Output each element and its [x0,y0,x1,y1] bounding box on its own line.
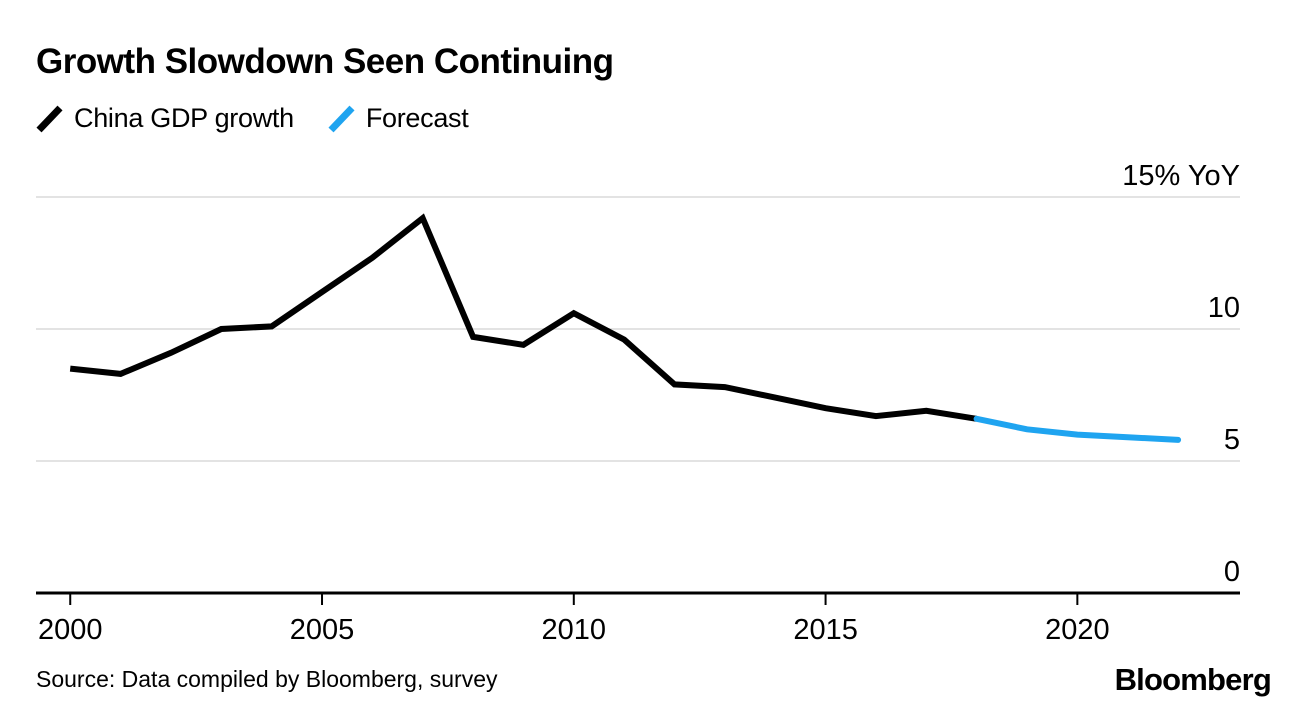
x-tick-label: 2015 [793,614,858,646]
legend-item-forecast: Forecast [328,103,469,134]
actual-line [69,213,978,422]
chart-title: Growth Slowdown Seen Continuing [36,42,614,81]
x-tick-label: 2005 [290,614,355,646]
y-tick-label: 10 [1208,292,1240,324]
swatch-stroke [36,105,63,132]
actual-line-swatch-icon [36,105,63,132]
bloomberg-logo: Bloomberg [1114,662,1272,697]
legend: China GDP growth Forecast [36,103,469,134]
legend-label-forecast: Forecast [365,103,469,133]
x-tick-label: 2020 [1045,614,1110,646]
legend-label-actual: China GDP growth [74,103,294,133]
forecast-line-swatch-icon [328,105,355,132]
swatch-stroke [328,105,355,132]
x-tick-label: 2010 [542,614,607,646]
y-tick-label: 0 [1224,556,1240,588]
y-tick-label: 5 [1224,424,1240,456]
legend-item-actual: China GDP growth [36,103,294,134]
source-note: Source: Data compiled by Bloomberg, surv… [36,666,498,692]
y-tick-label: 15% YoY [1122,160,1240,192]
forecast-line [973,415,1182,443]
x-tick-label: 2000 [38,614,103,646]
